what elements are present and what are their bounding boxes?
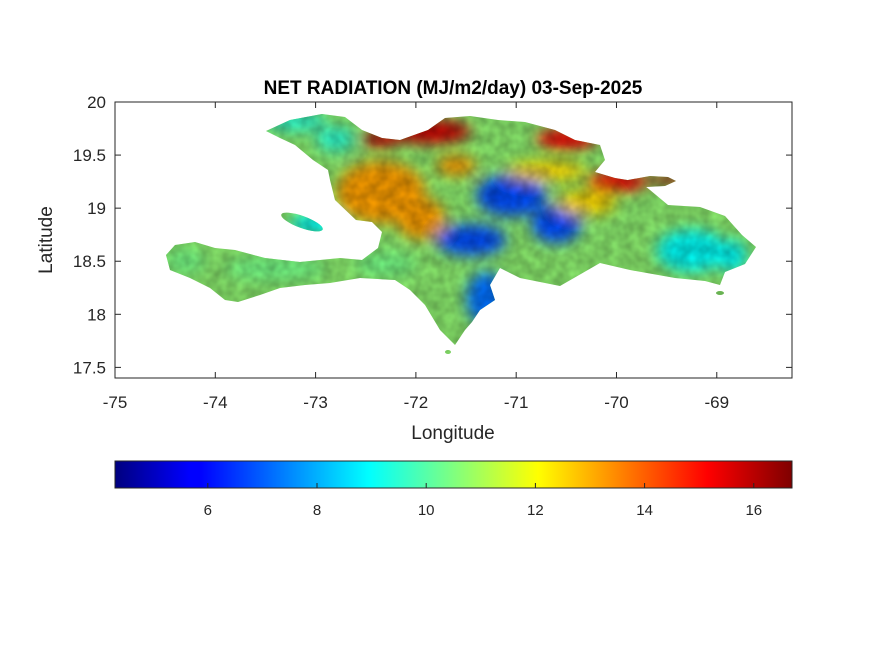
y-axis: 20 19.5 19 18.5 18 17.5 [73, 93, 792, 377]
y-tick-label: 17.5 [73, 358, 106, 377]
y-tick-label: 18.5 [73, 252, 106, 271]
x-tick-label: -74 [203, 393, 228, 412]
colorbar-tick-label: 6 [204, 502, 212, 519]
y-axis-label: Latitude [36, 206, 57, 274]
x-tick-label: -73 [303, 393, 328, 412]
net-radiation-map [166, 114, 756, 354]
colorbar-tick-label: 8 [313, 502, 321, 519]
colorbar-tick-label: 10 [418, 502, 435, 519]
x-tick-label: -69 [704, 393, 729, 412]
x-tick-label: -70 [604, 393, 629, 412]
x-tick-label: -71 [504, 393, 529, 412]
colorbar [114, 460, 793, 489]
plot-axes [114, 101, 793, 379]
x-tick-label: -75 [103, 393, 128, 412]
colorbar-ticks: 6 8 10 12 14 16 [204, 483, 762, 519]
colorbar-tick-label: 14 [636, 502, 653, 519]
colorbar-tick-label: 12 [527, 502, 544, 519]
y-tick-label: 19.5 [73, 146, 106, 165]
y-tick-label: 19 [87, 199, 106, 218]
colorbar-tick-label: 16 [745, 502, 762, 519]
y-tick-label: 20 [87, 93, 106, 112]
x-tick-label: -72 [404, 393, 429, 412]
chart-title: NET RADIATION (MJ/m2/day) 03-Sep-2025 [264, 78, 643, 99]
y-tick-label: 18 [87, 305, 106, 324]
x-axis: -75 -74 -73 -72 -71 -70 -69 [103, 102, 729, 412]
x-axis-label: Longitude [411, 423, 494, 444]
